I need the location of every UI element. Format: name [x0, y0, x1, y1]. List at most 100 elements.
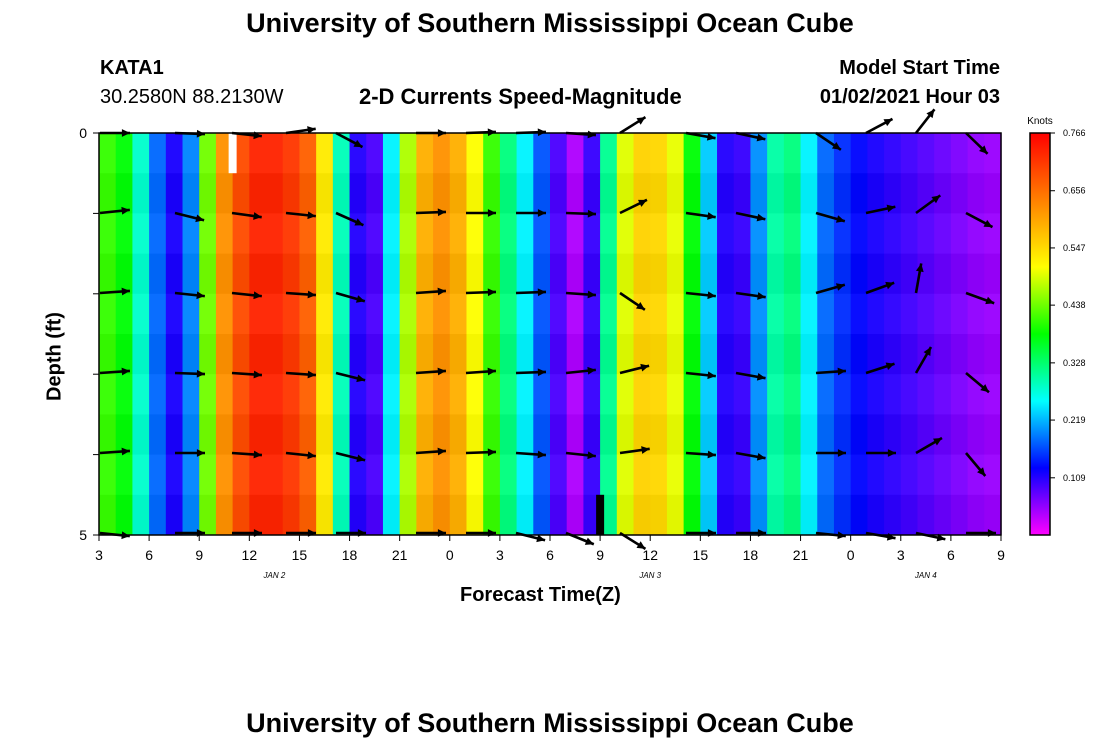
heatmap-cell: [700, 133, 718, 535]
vector-head: [756, 452, 766, 461]
vector-head: [536, 534, 546, 543]
x-tick-label: 15: [292, 547, 308, 563]
vector-head: [307, 370, 316, 379]
colorbar-tick-label: 0.766: [1063, 128, 1086, 138]
current-vector: [174, 291, 205, 300]
current-vector: [285, 451, 316, 460]
vector-head: [253, 291, 262, 300]
current-vector: [415, 367, 447, 376]
current-vector: [914, 263, 924, 294]
current-vector: [965, 372, 990, 394]
x-tick-label: 18: [342, 547, 358, 563]
current-vector: [515, 368, 547, 377]
current-vector: [415, 287, 447, 296]
current-vector: [285, 211, 316, 220]
current-vector: [174, 369, 206, 378]
heatmap-cell: [416, 133, 434, 535]
current-vector: [685, 131, 716, 141]
vector-head: [835, 283, 845, 291]
heatmap-cell: [750, 133, 768, 535]
vector-head: [887, 449, 896, 457]
depth-band: [99, 133, 1001, 174]
vector-head: [437, 367, 446, 376]
current-vector: [965, 211, 994, 229]
vector-head: [195, 214, 205, 223]
current-vector: [865, 362, 895, 375]
current-vector: [465, 448, 497, 457]
heatmap-cell: [900, 133, 919, 535]
heatmap-cell: [583, 133, 601, 535]
heatmap-cell: [717, 133, 735, 535]
date-label: JAN 2: [262, 571, 285, 580]
vector-head: [121, 287, 130, 296]
current-vector: [816, 449, 846, 457]
vector-head: [487, 209, 496, 217]
vector-head: [885, 281, 895, 290]
footer-title: University of Southern Mississippi Ocean…: [246, 708, 854, 738]
x-tick-label: 6: [546, 547, 554, 563]
vector-head: [355, 295, 365, 303]
heatmap-cell: [149, 133, 167, 535]
current-vector: [465, 367, 497, 376]
heatmap-cell: [366, 133, 384, 535]
heatmap-cell: [533, 133, 551, 535]
current-vector: [866, 449, 896, 457]
heatmap-cell: [99, 133, 117, 535]
vector-head: [196, 291, 205, 300]
vector-head: [640, 363, 650, 372]
heatmap-cell: [783, 133, 802, 535]
vector-head: [883, 118, 893, 127]
vector-head: [356, 374, 366, 383]
current-vector: [335, 291, 366, 303]
vector-head: [926, 109, 935, 119]
heatmap-cell: [917, 133, 935, 535]
heatmap-cell: [666, 133, 685, 535]
colorbar: [1029, 132, 1051, 536]
vector-head: [637, 199, 647, 207]
x-tick-label: 12: [242, 547, 258, 563]
vector-head: [253, 212, 262, 220]
current-vector: [735, 291, 766, 300]
x-tick-label: 9: [195, 547, 203, 563]
current-vector: [685, 371, 716, 380]
colorbar-tick-label: 0.438: [1063, 300, 1086, 310]
x-tick-label: 0: [847, 547, 855, 563]
station-id: KATA1: [100, 57, 164, 79]
heatmap-cell: [867, 133, 885, 535]
vector-head: [253, 450, 262, 459]
current-vector: [815, 131, 842, 151]
current-vector: [914, 108, 936, 134]
marker-layer: [228, 133, 605, 535]
heatmap-layer: [99, 133, 1002, 535]
depth-band: [99, 454, 1001, 495]
vector-head: [587, 366, 596, 375]
current-vector: [516, 209, 546, 217]
current-vector: [285, 370, 317, 379]
heatmap-cell: [850, 133, 868, 535]
vector-head: [756, 133, 766, 142]
x-tick-label: 0: [446, 547, 454, 563]
current-vector: [914, 346, 933, 374]
heatmap-cell: [382, 133, 401, 535]
x-tick-label: 21: [392, 547, 408, 563]
current-vector: [915, 194, 942, 215]
vector-head: [487, 367, 496, 376]
current-vector: [735, 211, 766, 222]
current-vector: [465, 288, 497, 297]
vector-head: [635, 301, 645, 310]
vector-head: [636, 541, 646, 549]
y-tick-label: 5: [79, 527, 87, 543]
x-tick-label: 12: [642, 547, 658, 563]
vector-head: [756, 213, 766, 222]
heatmap-cell: [566, 133, 585, 535]
vector-head: [307, 451, 316, 460]
heatmap-cell: [215, 133, 234, 535]
current-vector: [415, 447, 447, 456]
depth-band: [99, 495, 1001, 535]
current-vector: [565, 366, 596, 375]
white-marker: [228, 133, 237, 174]
x-axis-label: Forecast Time(Z): [460, 584, 621, 606]
current-vector: [565, 209, 597, 218]
heatmap-cell: [650, 133, 668, 535]
current-vector: [335, 371, 366, 383]
